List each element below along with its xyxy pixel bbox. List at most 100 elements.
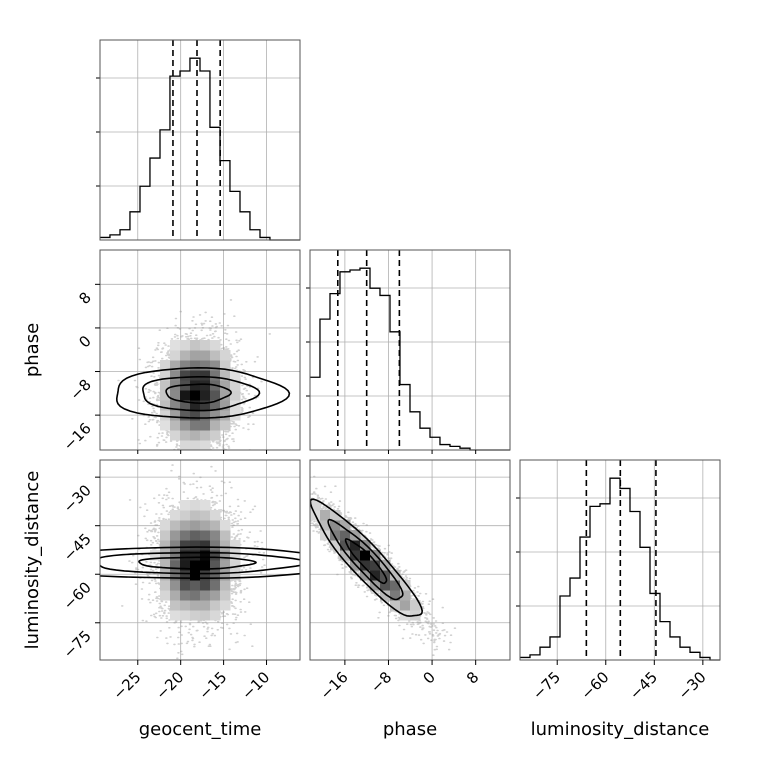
density-cell <box>180 530 191 541</box>
density-cell <box>160 400 171 411</box>
density-cell <box>210 350 221 361</box>
histogram-step-geocent_time <box>100 57 300 241</box>
contour-level-0 <box>344 538 388 585</box>
panel-frame <box>309 249 511 451</box>
density-cell <box>210 560 221 571</box>
density-cell <box>340 530 351 541</box>
density-cell <box>220 590 231 601</box>
density-cell <box>230 380 241 391</box>
y-axis-label-luminosity_distance: luminosity_distance <box>22 471 43 650</box>
joint-panel-geocent_time-phase <box>99 249 301 451</box>
density-cell <box>220 560 231 571</box>
panel-background <box>310 250 510 450</box>
density-cell <box>190 500 201 511</box>
y-tick-label-phase: −16 <box>60 419 95 454</box>
y-tick-label-phase: 8 <box>75 288 94 307</box>
density-cell <box>210 580 221 591</box>
joint-content <box>100 250 300 450</box>
density-cell <box>210 360 221 371</box>
density-cell <box>230 550 241 561</box>
density-cell <box>180 550 191 561</box>
density-cell <box>210 510 221 521</box>
density-cell <box>190 430 201 441</box>
density-cell <box>180 360 191 371</box>
density-cell <box>170 570 181 581</box>
contour-level-1 <box>327 518 404 601</box>
contour-level-2 <box>115 366 291 419</box>
density-cell <box>150 550 161 561</box>
density-cell <box>380 580 391 591</box>
density-cell <box>200 410 211 421</box>
density-cell <box>190 530 201 541</box>
panel-frame <box>519 459 721 661</box>
joint-content <box>310 460 510 660</box>
y-tick-label-luminosity_distance: −60 <box>60 578 95 613</box>
x-tick-label-phase: 8 <box>463 668 482 687</box>
density-cell <box>180 510 191 521</box>
density-cell <box>210 570 221 581</box>
density-cell <box>210 420 221 431</box>
density-cell <box>390 600 401 611</box>
density-cell <box>320 510 331 521</box>
density-cell <box>220 540 231 551</box>
density-cell <box>390 590 401 601</box>
hist-panel-phase <box>306 249 511 451</box>
density-cell <box>210 340 221 351</box>
y-tick-label-luminosity_distance: −30 <box>60 481 95 516</box>
x-axis-label-luminosity_distance: luminosity_distance <box>531 719 710 740</box>
density-cell <box>170 390 181 401</box>
density-cell <box>170 380 181 391</box>
density-cell <box>170 370 181 381</box>
density-cell <box>380 590 391 601</box>
density-cell <box>190 390 201 401</box>
joint-panel-geocent_time-luminosity_distance <box>99 459 301 661</box>
density-cell <box>160 540 171 551</box>
density-cell <box>400 580 411 591</box>
density-cell <box>160 530 171 541</box>
x-tick-label-geocent_time: −20 <box>152 668 187 703</box>
x-tick-label-luminosity_distance: −45 <box>626 668 661 703</box>
hist-panel-luminosity_distance <box>516 459 721 661</box>
panel-frame <box>99 459 301 661</box>
density-cell <box>190 540 201 551</box>
density-cell <box>160 420 171 431</box>
x-tick-label-phase: −8 <box>367 668 395 696</box>
density-cell <box>170 610 181 621</box>
density-cell <box>310 500 321 511</box>
joint-panel-phase-luminosity_distance <box>309 459 511 661</box>
density-cell <box>330 520 341 531</box>
density-cell <box>170 540 181 551</box>
density-cell <box>200 340 211 351</box>
density-cell <box>160 550 171 561</box>
density-cell <box>180 440 191 450</box>
density-cell <box>170 360 181 371</box>
contour-level-2 <box>100 546 300 579</box>
density-cell <box>220 580 231 591</box>
density-cell <box>230 390 241 401</box>
density-cell <box>230 570 241 581</box>
contour-level-1 <box>142 376 261 412</box>
density-cell <box>170 560 181 571</box>
density-cell <box>200 500 211 511</box>
density-cell <box>190 570 201 581</box>
density-cell <box>180 420 191 431</box>
density-cell <box>180 340 191 351</box>
density-cell <box>200 370 211 381</box>
density-cell <box>160 370 171 381</box>
density-cell <box>340 520 351 531</box>
y-tick-label-luminosity_distance: −75 <box>60 627 95 662</box>
density-cell <box>170 410 181 421</box>
density-cell <box>160 570 171 581</box>
density-cell <box>180 400 191 411</box>
density-cell <box>220 570 231 581</box>
density-cell <box>190 370 201 381</box>
density-cell <box>170 350 181 361</box>
density-cell <box>170 550 181 561</box>
density-cell <box>170 530 181 541</box>
x-axis-label-geocent_time: geocent_time <box>139 719 262 740</box>
density-cell <box>220 420 231 431</box>
density-cell <box>350 550 361 561</box>
density-cell <box>200 590 211 601</box>
density-cell <box>180 600 191 611</box>
density-cell <box>390 580 401 591</box>
